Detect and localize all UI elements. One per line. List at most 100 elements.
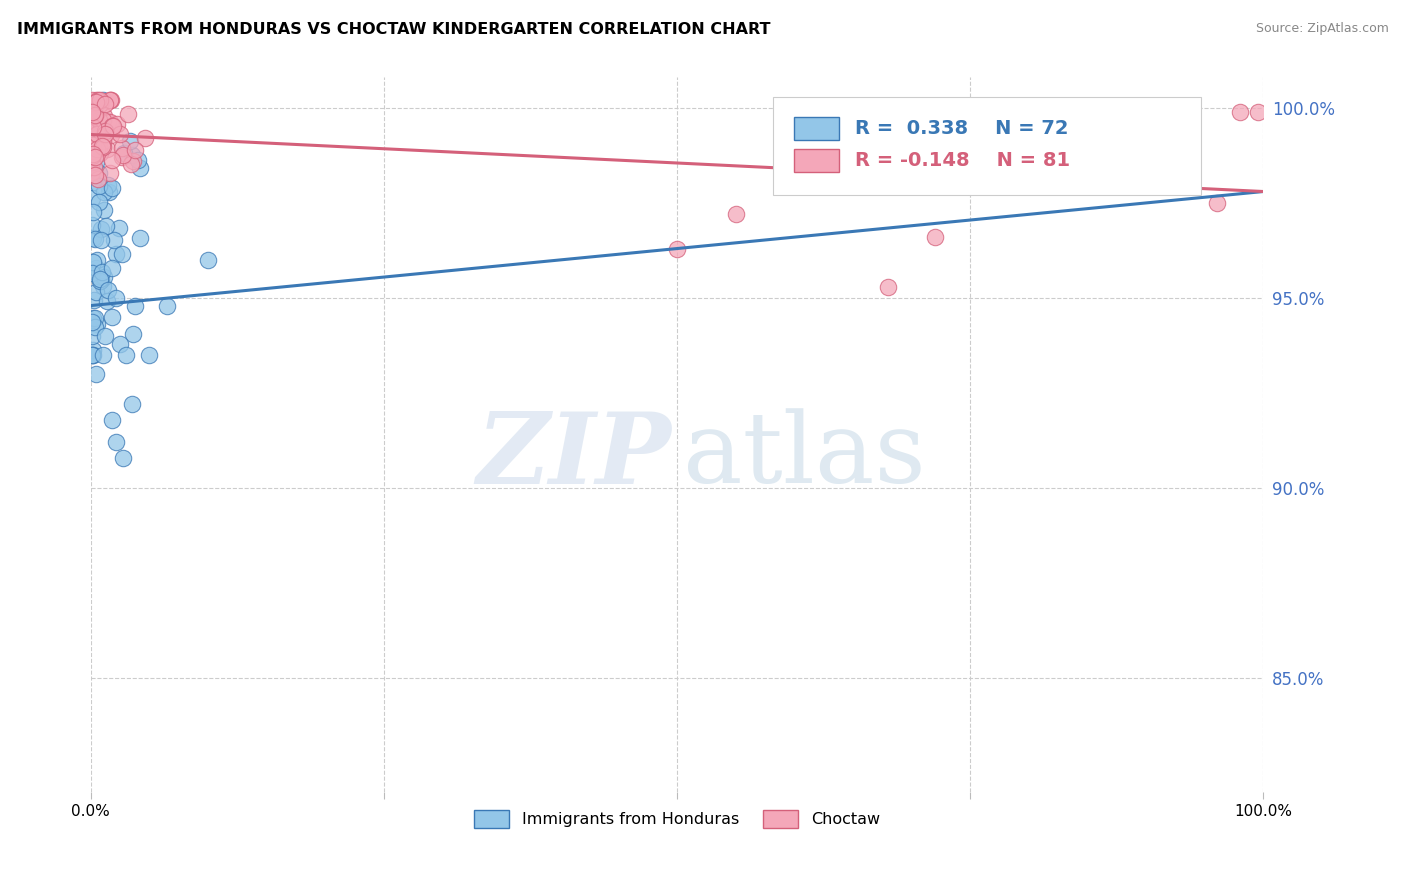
Point	[80, 164, 103, 178]
Point	[86, 128, 108, 142]
Point	[91, 134, 114, 148]
Point	[129, 161, 152, 176]
Text: ZIP: ZIP	[477, 408, 671, 505]
Point	[101, 119, 124, 133]
Point	[82, 98, 104, 112]
Point	[100, 119, 122, 133]
Point	[82, 311, 104, 326]
Point	[89, 112, 111, 127]
Point	[87, 166, 110, 180]
Point	[86, 127, 108, 141]
Point	[122, 153, 145, 168]
Point	[80, 112, 103, 127]
Point	[89, 97, 111, 112]
Point	[80, 149, 103, 163]
Point	[100, 412, 122, 426]
Text: R =  0.338    N = 72: R = 0.338 N = 72	[855, 120, 1069, 138]
Point	[83, 123, 105, 137]
Point	[98, 93, 121, 107]
Point	[91, 113, 114, 128]
Point	[93, 269, 115, 284]
Point	[80, 136, 103, 150]
Point	[80, 155, 103, 169]
Point	[117, 107, 139, 121]
Text: Source: ZipAtlas.com: Source: ZipAtlas.com	[1256, 22, 1389, 36]
Point	[93, 279, 115, 293]
Point	[93, 329, 115, 343]
Point	[93, 185, 115, 199]
Point	[83, 109, 105, 123]
Point	[122, 326, 145, 341]
Point	[83, 95, 105, 109]
Point	[86, 142, 108, 156]
Point	[105, 291, 128, 305]
Point	[82, 231, 104, 245]
Point	[108, 336, 131, 351]
Point	[94, 97, 117, 112]
Point	[80, 218, 103, 232]
Point	[82, 175, 104, 189]
Point	[80, 348, 103, 362]
Point	[107, 117, 129, 131]
Point	[94, 124, 117, 138]
Point	[84, 320, 107, 334]
Point	[82, 130, 104, 145]
Point	[112, 148, 135, 162]
Point	[82, 348, 104, 362]
Point	[86, 252, 108, 267]
Point	[100, 310, 122, 324]
Point	[80, 121, 103, 136]
Point	[96, 142, 118, 156]
Point	[100, 128, 122, 142]
Point	[86, 135, 108, 149]
Point	[94, 128, 117, 142]
Point	[924, 230, 946, 244]
Point	[89, 93, 111, 107]
Point	[82, 255, 104, 269]
Point	[80, 148, 103, 162]
Point	[101, 153, 124, 168]
Point	[98, 166, 121, 180]
Point	[93, 348, 115, 362]
Point	[120, 134, 142, 148]
Bar	[794, 149, 839, 172]
Point	[89, 126, 111, 140]
Point	[87, 116, 110, 130]
Point	[89, 146, 111, 161]
Point	[89, 140, 111, 154]
Point	[80, 348, 103, 362]
Point	[112, 450, 135, 465]
Point	[89, 124, 111, 138]
Point	[101, 181, 124, 195]
Point	[87, 195, 110, 210]
Point	[91, 139, 114, 153]
Point	[1246, 104, 1268, 119]
Point	[100, 115, 122, 129]
Point	[83, 108, 105, 122]
Point	[80, 191, 103, 205]
Point	[86, 367, 108, 381]
Point	[124, 143, 146, 157]
FancyBboxPatch shape	[773, 96, 1201, 195]
Point	[91, 93, 114, 107]
Point	[89, 272, 111, 286]
Point	[121, 397, 143, 411]
Point	[97, 284, 120, 298]
Legend: Immigrants from Honduras, Choctaw: Immigrants from Honduras, Choctaw	[468, 803, 887, 834]
Point	[98, 93, 121, 107]
Point	[84, 285, 107, 300]
Point	[82, 120, 104, 134]
Point	[197, 252, 219, 267]
Point	[87, 93, 110, 107]
Point	[84, 154, 107, 169]
Point	[86, 317, 108, 331]
Point	[80, 145, 103, 159]
Point	[114, 348, 136, 362]
Point	[724, 207, 747, 221]
Point	[82, 343, 104, 358]
Point	[87, 136, 110, 151]
Point	[84, 150, 107, 164]
Point	[1229, 104, 1251, 119]
Point	[100, 93, 122, 107]
Point	[82, 146, 104, 161]
